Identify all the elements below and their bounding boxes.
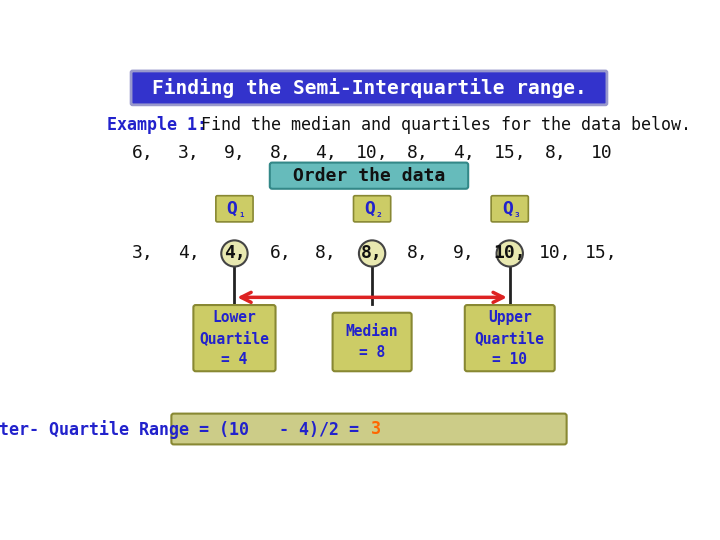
Text: 4,: 4, xyxy=(178,245,199,262)
Text: 4,: 4, xyxy=(315,144,337,163)
Text: 6,: 6, xyxy=(269,245,291,262)
Circle shape xyxy=(497,240,523,267)
Text: 8,: 8, xyxy=(361,245,383,262)
Text: 4,: 4, xyxy=(224,245,246,262)
Text: 8,: 8, xyxy=(315,245,337,262)
Text: 3,: 3, xyxy=(178,144,199,163)
Text: Q: Q xyxy=(364,200,375,218)
Text: Finding the Semi-Interquartile range.: Finding the Semi-Interquartile range. xyxy=(152,78,586,98)
Text: 8,: 8, xyxy=(407,144,429,163)
Text: 10,: 10, xyxy=(356,144,388,163)
Circle shape xyxy=(221,240,248,267)
Text: 15,: 15, xyxy=(585,245,618,262)
FancyBboxPatch shape xyxy=(171,414,567,444)
FancyBboxPatch shape xyxy=(194,305,276,372)
Text: Median
= 8: Median = 8 xyxy=(346,324,398,360)
FancyBboxPatch shape xyxy=(354,195,391,222)
Text: Order the data: Order the data xyxy=(293,167,445,185)
Text: Example 1:: Example 1: xyxy=(107,116,207,134)
Text: ₁: ₁ xyxy=(238,209,245,219)
Text: 9,: 9, xyxy=(453,245,474,262)
Text: 6,: 6, xyxy=(132,144,153,163)
FancyBboxPatch shape xyxy=(270,163,468,189)
Text: 4,: 4, xyxy=(453,144,474,163)
Text: Lower
Quartile
= 4: Lower Quartile = 4 xyxy=(199,309,269,367)
FancyBboxPatch shape xyxy=(491,195,528,222)
Text: 10,: 10, xyxy=(539,245,572,262)
Text: 3,: 3, xyxy=(132,245,153,262)
Text: 10,: 10, xyxy=(493,245,526,262)
Text: 8,: 8, xyxy=(545,144,567,163)
Text: 8,: 8, xyxy=(407,245,429,262)
FancyBboxPatch shape xyxy=(131,71,607,105)
Text: 15,: 15, xyxy=(493,144,526,163)
Text: 9,: 9, xyxy=(224,144,246,163)
Text: Inter- Quartile Range = (10   - 4)/2 =: Inter- Quartile Range = (10 - 4)/2 = xyxy=(0,420,369,438)
Text: 8,: 8, xyxy=(269,144,291,163)
FancyBboxPatch shape xyxy=(216,195,253,222)
Text: 10: 10 xyxy=(590,144,613,163)
FancyBboxPatch shape xyxy=(465,305,554,372)
Text: Upper
Quartile
= 10: Upper Quartile = 10 xyxy=(474,309,545,367)
Text: ₃: ₃ xyxy=(513,209,520,219)
Text: ₂: ₂ xyxy=(376,209,382,219)
Text: Find the median and quartiles for the data below.: Find the median and quartiles for the da… xyxy=(181,116,691,134)
Text: 3: 3 xyxy=(372,420,382,438)
Circle shape xyxy=(359,240,385,267)
Text: Q: Q xyxy=(227,200,238,218)
FancyBboxPatch shape xyxy=(333,313,412,372)
Text: Q: Q xyxy=(502,200,513,218)
